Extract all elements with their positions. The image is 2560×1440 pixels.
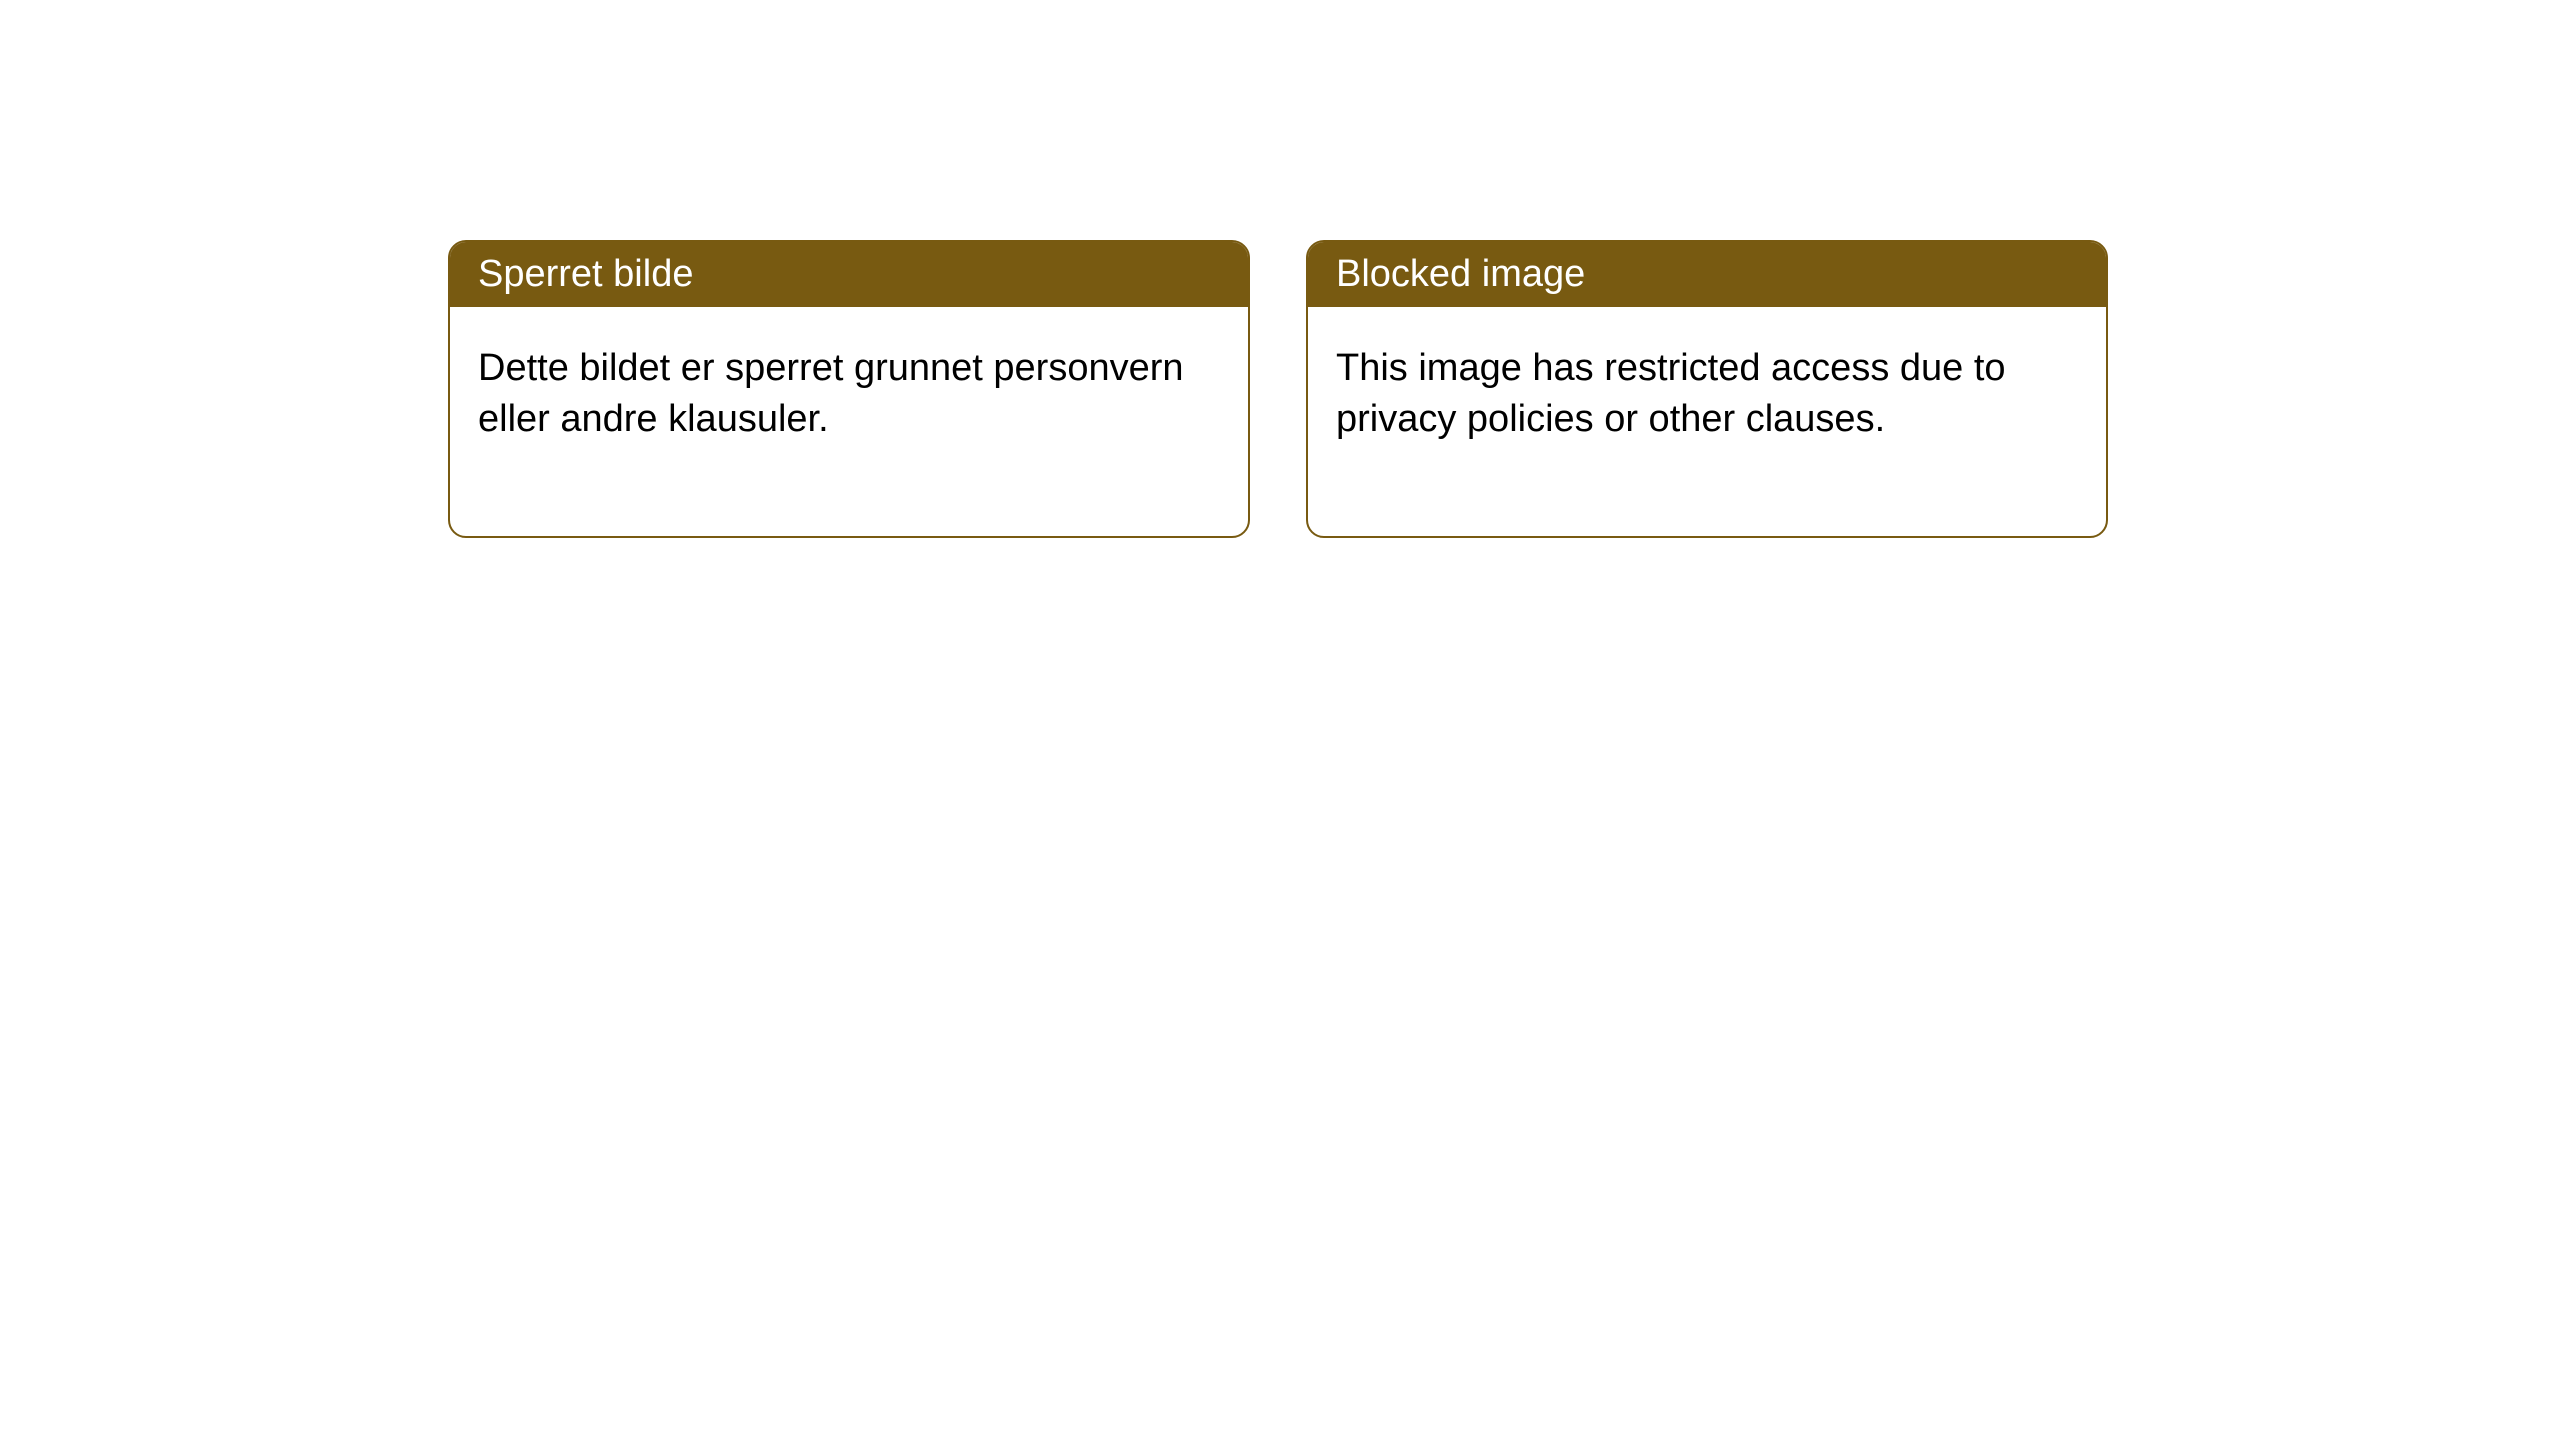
- card-body-norwegian: Dette bildet er sperret grunnet personve…: [450, 307, 1248, 536]
- card-norwegian: Sperret bilde Dette bildet er sperret gr…: [448, 240, 1250, 538]
- card-header-norwegian: Sperret bilde: [450, 242, 1248, 307]
- card-english: Blocked image This image has restricted …: [1306, 240, 2108, 538]
- cards-container: Sperret bilde Dette bildet er sperret gr…: [0, 0, 2560, 538]
- card-title-english: Blocked image: [1336, 253, 1585, 295]
- card-message-english: This image has restricted access due to …: [1336, 347, 2006, 440]
- card-message-norwegian: Dette bildet er sperret grunnet personve…: [478, 347, 1184, 440]
- card-header-english: Blocked image: [1308, 242, 2106, 307]
- card-title-norwegian: Sperret bilde: [478, 253, 693, 295]
- card-body-english: This image has restricted access due to …: [1308, 307, 2106, 536]
